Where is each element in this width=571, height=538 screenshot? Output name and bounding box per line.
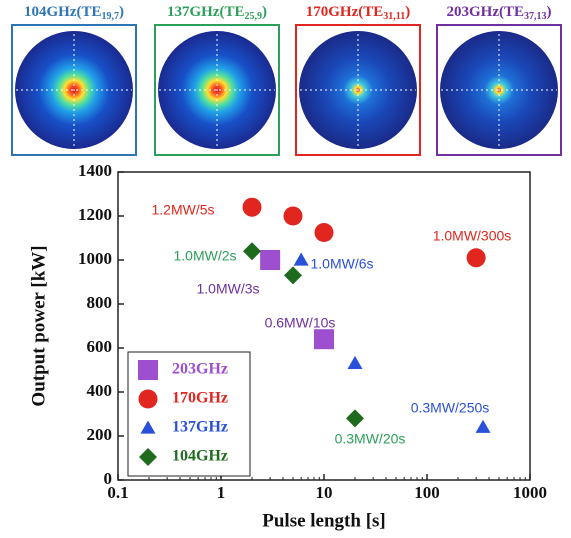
diamond-marker xyxy=(284,266,302,284)
figure: 104GHz(TE19,7)137GHz(TE25,9)170GHz(TE31,… xyxy=(0,0,571,538)
panel-title: 137GHz(TE25,9) xyxy=(167,4,267,22)
x-tick-label: 1000 xyxy=(513,483,547,502)
panel-sub: 31,11 xyxy=(383,11,405,22)
annotation: 1.0MW/3s xyxy=(196,281,259,297)
annotation: 0.3MW/20s xyxy=(335,431,406,447)
y-tick-label: 400 xyxy=(87,381,113,400)
panel-sub: 37,13 xyxy=(524,11,547,22)
panel-freq: 137GHz(TE xyxy=(167,4,245,20)
y-axis-label: Output power [kW] xyxy=(28,245,49,406)
annotation: 1.2MW/5s xyxy=(151,202,214,218)
circle-marker xyxy=(283,207,302,226)
annotation: 0.6MW/10s xyxy=(265,315,336,331)
legend-label: 203GHz xyxy=(172,361,228,378)
circle-marker xyxy=(315,223,334,242)
panel-close: ) xyxy=(547,4,552,20)
x-axis-label: Pulse length [s] xyxy=(262,510,386,531)
mode-panels: 104GHz(TE19,7)137GHz(TE25,9)170GHz(TE31,… xyxy=(12,4,561,155)
annotation: 1.0MW/6s xyxy=(310,256,373,272)
legend-label: 104GHz xyxy=(172,448,228,465)
x-tick-label: 1 xyxy=(217,483,226,502)
y-tick-label: 1200 xyxy=(78,205,112,224)
triangle-marker xyxy=(294,253,309,266)
circle-marker xyxy=(139,390,158,409)
y-tick-label: 200 xyxy=(87,425,113,444)
square-marker xyxy=(314,329,334,349)
triangle-marker xyxy=(348,356,363,369)
square-marker xyxy=(260,250,280,270)
diamond-marker xyxy=(346,409,364,427)
panel-close: ) xyxy=(262,4,267,20)
annotation: 1.0MW/300s xyxy=(433,228,512,244)
circle-marker xyxy=(467,248,486,267)
panel-freq: 203GHz(TE xyxy=(447,4,525,20)
diamond-marker xyxy=(243,242,261,260)
panel-sub: 25,9 xyxy=(245,11,263,22)
panel-close: ) xyxy=(405,4,410,20)
panel-close: ) xyxy=(119,4,124,20)
x-tick-label: 0.1 xyxy=(107,483,128,502)
legend-label: 137GHz xyxy=(172,419,228,436)
x-tick-label: 10 xyxy=(316,483,333,502)
y-tick-label: 1000 xyxy=(78,249,112,268)
annotation: 1.0MW/2s xyxy=(173,248,236,264)
y-tick-label: 600 xyxy=(87,337,113,356)
annotation: 0.3MW/250s xyxy=(411,400,490,416)
panel-title: 203GHz(TE37,13) xyxy=(447,4,552,22)
panel-title: 170GHz(TE31,11) xyxy=(306,4,410,22)
panel-sub: 19,7 xyxy=(102,11,120,22)
x-tick-label: 100 xyxy=(414,483,440,502)
panel-title: 104GHz(TE19,7) xyxy=(24,4,124,22)
panel-freq: 104GHz(TE xyxy=(24,4,102,20)
y-tick-label: 800 xyxy=(87,293,113,312)
legend-label: 170GHz xyxy=(172,390,228,407)
y-tick-label: 1400 xyxy=(78,161,112,180)
triangle-marker xyxy=(476,420,491,433)
square-marker xyxy=(138,360,158,380)
panel-freq: 170GHz(TE xyxy=(306,4,384,20)
circle-marker xyxy=(243,198,262,217)
